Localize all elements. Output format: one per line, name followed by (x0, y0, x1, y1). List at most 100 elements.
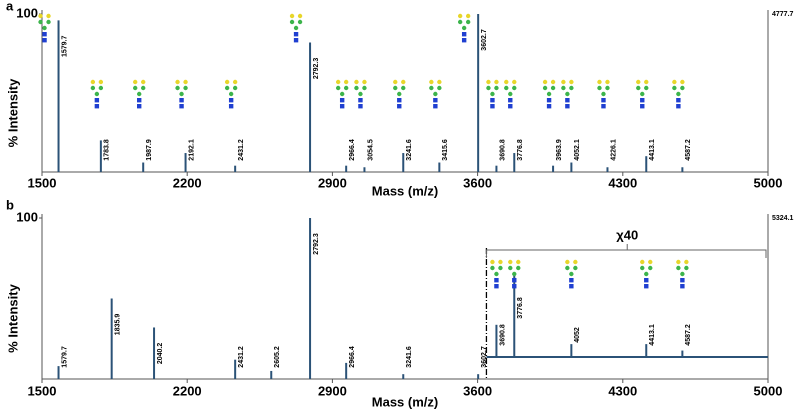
peak-label: 2792.3 (313, 233, 320, 255)
peak-label: 4587.2 (685, 139, 692, 161)
glycan-icon (179, 98, 184, 103)
glycan-icon (137, 91, 142, 97)
glycan-icon (494, 271, 499, 277)
max-intensity: 4777.7 (772, 11, 794, 18)
y-tick-label: 100 (16, 209, 38, 224)
inset-label: χ40 (616, 227, 638, 242)
glycan-icon (293, 25, 299, 31)
glycan-icon (297, 19, 303, 25)
glycan-icon (512, 271, 517, 277)
glycan-icon (461, 38, 467, 43)
glycan-icon (354, 85, 359, 91)
glycan-icon (393, 79, 398, 85)
glycan-icon (94, 104, 100, 109)
peak-label: 2966.4 (349, 346, 356, 368)
glycan-icon (512, 284, 517, 289)
glycan-icon (601, 98, 606, 103)
peak-label: 4413.1 (649, 324, 656, 346)
glycan-icon (550, 85, 556, 91)
glycan-icon (94, 91, 100, 97)
glycan-icon (175, 79, 180, 85)
glycan-icon (494, 284, 499, 289)
glycan-icon (601, 104, 606, 109)
glycan-icon (672, 85, 677, 91)
peak-label: 4413.1 (649, 139, 656, 161)
peak-label: 2431.2 (238, 139, 245, 161)
glycan-icon (401, 85, 406, 91)
glycan-icon (42, 25, 47, 31)
glycan-icon (516, 259, 521, 265)
glycan-icon (486, 79, 491, 85)
peak-label: 3602.7 (481, 346, 488, 368)
glycan-icon (179, 91, 184, 97)
glycan-icon (183, 79, 188, 85)
glycan-icon (46, 19, 51, 25)
glycan-icon (433, 104, 438, 109)
glycan-icon (433, 98, 438, 103)
glycan-icon (680, 284, 685, 289)
y-tick-label: 100 (16, 5, 38, 20)
peak-label: 3690.8 (499, 139, 506, 161)
glycan-icon (362, 85, 367, 91)
glycan-icon (38, 13, 43, 19)
panel-letter: b (6, 197, 14, 212)
glycan-icon (339, 98, 345, 103)
glycan-icon (542, 79, 548, 85)
glycan-icon (565, 265, 570, 271)
glycan-icon (508, 265, 513, 271)
glycan-icon (569, 271, 574, 277)
glycan-icon (297, 13, 303, 19)
glycan-icon (644, 85, 649, 91)
glycan-icon (605, 85, 610, 91)
peak-label: 4226.1 (610, 139, 617, 161)
glycan-icon (343, 85, 349, 91)
glycan-icon (335, 85, 341, 91)
glycan-icon (339, 104, 345, 109)
peak-label: 4052 (574, 327, 581, 343)
glycan-icon (644, 79, 649, 85)
glycan-icon (90, 85, 96, 91)
glycan-icon (232, 79, 238, 85)
glycan-icon (546, 98, 552, 103)
peak-label: 2605.2 (274, 346, 281, 368)
glycan-icon (680, 85, 685, 91)
glycan-icon (512, 79, 517, 85)
glycan-icon (490, 104, 495, 109)
x-axis-label: Mass (m/z) (372, 394, 438, 409)
glycan-icon (508, 104, 513, 109)
glycan-icon (465, 13, 471, 19)
glycan-icon (508, 98, 513, 103)
glycan-icon (228, 98, 234, 103)
glycan-icon (335, 79, 341, 85)
glycan-icon (636, 85, 641, 91)
x-tick-label: 3600 (463, 383, 492, 398)
glycan-icon (46, 13, 51, 19)
glycan-icon (684, 259, 689, 265)
peak-label: 3690.8 (499, 324, 506, 346)
glycan-icon (358, 91, 363, 97)
glycan-icon (512, 278, 517, 283)
glycan-icon (90, 79, 96, 85)
glycan-icon (640, 104, 645, 109)
peak-label: 3776.8 (517, 297, 524, 319)
peak-label: 1579.7 (61, 346, 68, 368)
peak-label: 3241.6 (406, 346, 413, 368)
x-tick-label: 5000 (754, 175, 783, 190)
glycan-icon (648, 259, 653, 265)
glycan-icon (601, 91, 606, 97)
peak-label: 3054.5 (367, 139, 374, 161)
glycan-icon (457, 19, 463, 25)
peak-label: 1835.9 (115, 314, 122, 336)
glycan-icon (137, 104, 142, 109)
glycan-icon (676, 265, 681, 271)
peak-label: 2431.2 (238, 346, 245, 368)
glycan-icon (358, 98, 363, 103)
glycan-icon (546, 104, 552, 109)
glycan-icon (358, 104, 363, 109)
glycan-icon (672, 79, 677, 85)
x-tick-label: 3600 (463, 175, 492, 190)
glycan-icon (565, 98, 570, 103)
x-tick-label: 2900 (318, 175, 347, 190)
glycan-icon (397, 91, 402, 97)
